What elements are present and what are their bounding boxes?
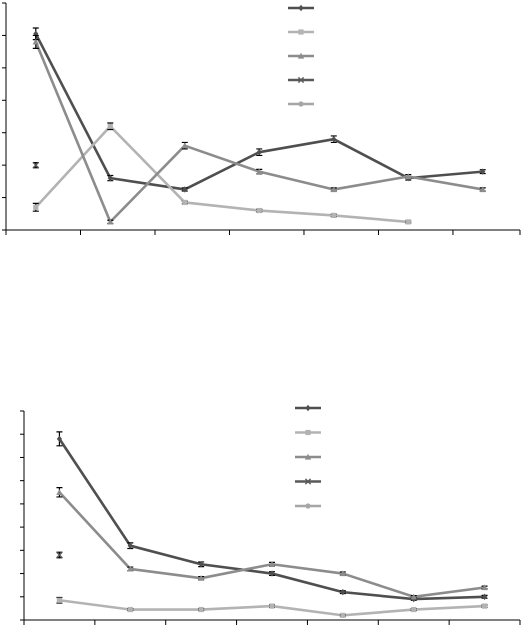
top-series-2-point-6 xyxy=(479,186,486,193)
top-legend-item-0 xyxy=(288,4,314,12)
top-legend-item-3 xyxy=(288,76,314,84)
top-series-2-point-4 xyxy=(330,186,337,193)
bottom-legend xyxy=(295,404,321,509)
bottom-series-2-point-3 xyxy=(268,561,276,567)
bottom-series-1 xyxy=(56,596,488,618)
bottom-series-0-point-0 xyxy=(56,435,63,443)
top-series-1 xyxy=(32,122,412,225)
top-series-1-point-0 xyxy=(33,204,39,210)
top-series-3-point-0 xyxy=(32,162,39,169)
bottom-legend-item-3 xyxy=(295,478,321,485)
bottom-legend-item-0 xyxy=(295,404,321,412)
top-series-0 xyxy=(32,27,486,193)
top-series-1-line xyxy=(34,124,409,224)
bottom-series-1-point-2 xyxy=(198,606,204,613)
top-series-2-line xyxy=(34,41,483,224)
bottom-series-2-point-4 xyxy=(339,570,347,577)
top-legend-marker-3 xyxy=(297,76,305,84)
line-chart-top xyxy=(2,2,521,235)
top-series-2-point-5 xyxy=(405,173,412,180)
top-series-2-point-0 xyxy=(32,38,39,45)
top-series-0-point-1 xyxy=(107,174,113,182)
bottom-legend-item-4 xyxy=(295,503,321,509)
bottom-series-2 xyxy=(56,487,488,600)
bottom-legend-marker-1 xyxy=(305,429,311,436)
bottom-series-3-point-0 xyxy=(56,551,63,559)
top-series-1-point-1 xyxy=(107,123,113,129)
top-series-2 xyxy=(32,34,486,225)
top-legend xyxy=(288,4,314,107)
bottom-legend-item-1 xyxy=(295,429,321,436)
top-series-1-point-5 xyxy=(405,219,411,225)
top-series-3 xyxy=(32,161,39,169)
top-series-1-point-2 xyxy=(182,199,188,206)
top-series-0-point-3 xyxy=(256,148,262,156)
top-series-0-point-2 xyxy=(182,186,188,193)
bottom-series-1-point-0 xyxy=(56,597,63,603)
top-series-0-point-4 xyxy=(331,136,337,143)
top-legend-marker-2 xyxy=(297,52,305,59)
bottom-series-1-point-5 xyxy=(411,606,417,613)
bottom-series-0 xyxy=(56,431,488,603)
top-series-1-point-3 xyxy=(256,207,262,214)
top-series-2-point-1 xyxy=(107,218,114,225)
bottom-series-2-point-0 xyxy=(56,489,63,495)
bottom-series-1-point-3 xyxy=(269,603,275,609)
line-chart-bottom xyxy=(20,404,521,625)
top-series-2-point-2 xyxy=(181,142,188,149)
bottom-series-2-line xyxy=(58,491,485,599)
bottom-legend-marker-2 xyxy=(304,453,312,460)
bottom-series-1-point-6 xyxy=(481,603,488,609)
top-series-0-point-6 xyxy=(480,168,486,175)
top-legend-item-1 xyxy=(288,29,314,35)
bottom-series-1-point-4 xyxy=(340,612,346,618)
bottom-series-3 xyxy=(56,551,63,559)
top-legend-item-4 xyxy=(288,101,314,107)
bottom-legend-marker-0 xyxy=(305,404,311,412)
top-series-2-point-3 xyxy=(256,168,263,175)
bottom-legend-marker-3 xyxy=(304,478,312,485)
bottom-legend-item-2 xyxy=(295,453,321,460)
top-series-1-point-4 xyxy=(331,212,337,219)
top-legend-marker-1 xyxy=(298,29,304,35)
bottom-series-0-point-4 xyxy=(340,588,346,596)
bottom-series-2-point-6 xyxy=(481,584,488,591)
bottom-series-1-point-1 xyxy=(127,606,133,613)
bottom-series-2-point-1 xyxy=(127,565,134,572)
top-legend-item-2 xyxy=(288,52,314,59)
top-legend-marker-0 xyxy=(298,4,304,12)
bottom-series-2-point-2 xyxy=(197,575,205,581)
top-legend-marker-4 xyxy=(298,101,304,107)
top-series-0-line xyxy=(34,33,483,191)
bottom-series-2-point-5 xyxy=(410,593,417,600)
bottom-series-0-point-6 xyxy=(481,593,488,600)
bottom-legend-marker-4 xyxy=(305,503,311,509)
